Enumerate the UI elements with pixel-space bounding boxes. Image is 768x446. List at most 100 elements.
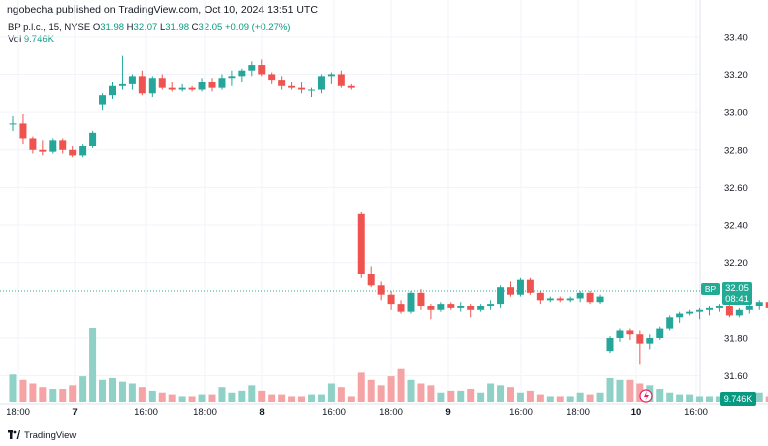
candle-body bbox=[467, 306, 475, 310]
candle-body bbox=[308, 89, 315, 91]
y-tick-label: 33.40 bbox=[724, 32, 748, 43]
volume-bar bbox=[417, 383, 425, 402]
open-value: 31.98 bbox=[100, 22, 125, 33]
volume-bar bbox=[158, 392, 166, 402]
candle-body bbox=[536, 292, 544, 301]
candle-body bbox=[676, 313, 684, 318]
candle-body bbox=[29, 138, 37, 150]
volume-bar bbox=[576, 392, 584, 402]
candle-body bbox=[49, 140, 57, 152]
y-tick-label: 32.20 bbox=[724, 258, 748, 269]
volume-bar bbox=[706, 396, 713, 402]
volume-bar bbox=[397, 368, 405, 402]
candle-body bbox=[109, 85, 116, 96]
volume-bar bbox=[148, 390, 156, 402]
volume-bar bbox=[258, 390, 266, 402]
candle-body bbox=[586, 292, 594, 303]
volume-bar bbox=[367, 379, 375, 402]
candle-body bbox=[656, 328, 664, 338]
volume-bar bbox=[696, 396, 704, 402]
volume-bar bbox=[19, 379, 27, 402]
candle-body bbox=[288, 85, 296, 88]
candle-body bbox=[666, 317, 674, 329]
candle-body bbox=[616, 330, 624, 338]
volume-bar bbox=[79, 376, 87, 402]
candle-body bbox=[576, 292, 584, 299]
candle-body bbox=[556, 298, 564, 301]
volume-bar bbox=[636, 383, 644, 402]
candle-body bbox=[19, 123, 27, 139]
candle-body bbox=[387, 294, 395, 305]
candle-body bbox=[626, 330, 634, 335]
high-value: 32.07 bbox=[133, 22, 158, 33]
volume-bar bbox=[238, 390, 246, 402]
candle-body bbox=[228, 76, 236, 79]
volume-bar bbox=[477, 392, 485, 402]
candle-body bbox=[39, 149, 47, 152]
candle-body bbox=[407, 292, 415, 312]
volume-bar bbox=[288, 396, 296, 402]
candle-body bbox=[715, 306, 723, 308]
candle-body bbox=[596, 296, 604, 303]
volume-bar bbox=[457, 390, 465, 402]
volume-bar bbox=[676, 394, 684, 402]
volume-bar bbox=[278, 394, 286, 402]
candle-body bbox=[507, 287, 514, 295]
volume-bar bbox=[715, 396, 723, 402]
candle-body bbox=[248, 65, 256, 71]
candle-body bbox=[497, 287, 505, 305]
volume-bar bbox=[317, 394, 325, 402]
candle-body bbox=[168, 87, 176, 90]
candle-body bbox=[347, 85, 355, 88]
volume-bar bbox=[89, 328, 97, 402]
volume-bar bbox=[178, 396, 186, 402]
last-price-box: 32.05 08:41 bbox=[722, 282, 752, 305]
volume-bar bbox=[347, 396, 355, 402]
volume-bar bbox=[755, 392, 763, 402]
candle-body bbox=[118, 83, 126, 86]
tradingview-logo-icon bbox=[8, 430, 20, 439]
candle-body bbox=[128, 76, 136, 84]
volume-bar bbox=[298, 396, 306, 402]
candle-body bbox=[278, 80, 286, 86]
candle-body bbox=[377, 285, 385, 295]
candle-body bbox=[725, 306, 733, 316]
volume-bar bbox=[666, 392, 674, 402]
volume-bar bbox=[218, 387, 226, 402]
candle-body bbox=[745, 306, 753, 310]
volume-bar bbox=[387, 376, 395, 402]
x-tick-label: 16:00 bbox=[509, 407, 533, 418]
last-price-value: 32.05 bbox=[725, 283, 749, 294]
candle-body bbox=[735, 309, 743, 316]
volume-bar bbox=[497, 385, 505, 402]
candle-body bbox=[317, 76, 325, 90]
volume-bar bbox=[437, 392, 445, 402]
bar-countdown: 08:41 bbox=[725, 294, 749, 305]
candle-body bbox=[198, 82, 206, 90]
volume-bar bbox=[128, 383, 136, 402]
candle-body bbox=[636, 334, 644, 344]
y-tick-label: 32.60 bbox=[724, 183, 748, 194]
volume-bar bbox=[188, 396, 196, 402]
y-tick-label: 33.20 bbox=[724, 70, 748, 81]
x-tick-label: 18:00 bbox=[6, 407, 30, 418]
volume-bar bbox=[357, 372, 365, 402]
candle-body bbox=[487, 304, 495, 306]
x-tick-label: 8 bbox=[259, 407, 264, 418]
volume-bar bbox=[59, 389, 67, 402]
volume-bar bbox=[546, 396, 554, 402]
volume-bar bbox=[516, 392, 524, 402]
candle-body bbox=[337, 74, 345, 86]
tradingview-footer[interactable]: TradingView bbox=[8, 430, 76, 441]
volume-bar bbox=[427, 385, 435, 402]
candle-body bbox=[69, 149, 77, 156]
candle-body bbox=[526, 279, 534, 293]
x-tick-label: 16:00 bbox=[684, 407, 708, 418]
x-tick-label: 16:00 bbox=[322, 407, 346, 418]
y-tick-label: 32.80 bbox=[724, 145, 748, 156]
volume-bar bbox=[118, 381, 126, 402]
open-label: O bbox=[92, 22, 101, 33]
symbol-name[interactable]: BP p.l.c., 15, NYSE bbox=[8, 22, 91, 33]
published-header: ngobecha published on TradingView.com, O… bbox=[7, 4, 318, 16]
